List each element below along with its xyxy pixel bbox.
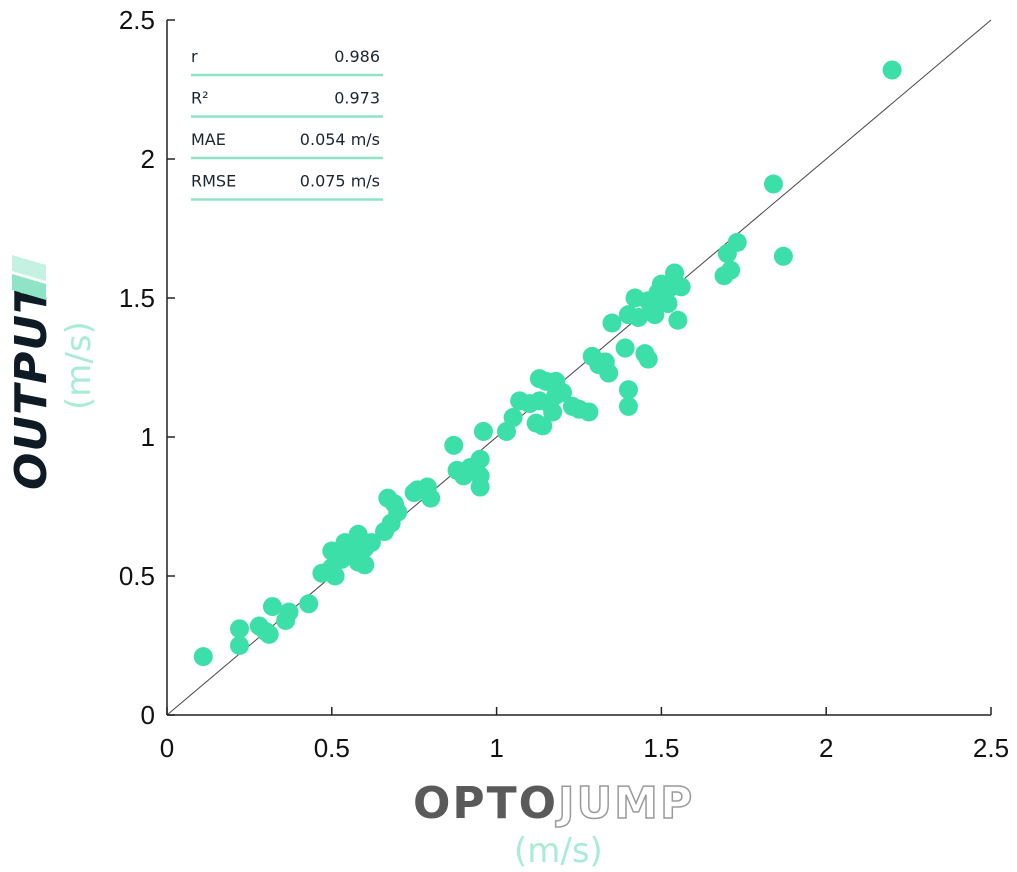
data-point: [658, 294, 678, 314]
y-tick-label: 1.5: [119, 283, 155, 313]
data-point: [618, 380, 638, 400]
stat-value: 0.973: [334, 89, 380, 108]
x-axis-ticks: 0 0.5 1 1.5 2 2.5: [160, 707, 1009, 763]
data-point: [230, 619, 250, 639]
stat-value: 0.986: [334, 47, 380, 66]
stat-label: RMSE: [191, 172, 236, 191]
stat-label: R²: [191, 89, 209, 108]
data-point: [503, 408, 523, 428]
data-point: [882, 60, 902, 80]
data-point: [773, 246, 793, 266]
data-point: [299, 594, 319, 614]
y-axis-brand-stripes-icon: [12, 255, 46, 300]
data-point: [361, 533, 381, 553]
data-point: [553, 383, 573, 403]
y-tick-label: 2: [141, 144, 155, 174]
data-point: [262, 597, 282, 617]
data-point: [668, 310, 688, 330]
y-axis-brand: OUTPUT: [6, 281, 57, 490]
data-point: [638, 349, 658, 369]
data-point: [543, 402, 563, 422]
data-point: [763, 174, 783, 194]
data-point: [259, 624, 279, 644]
data-point: [599, 363, 619, 383]
data-point: [444, 435, 464, 455]
data-point: [193, 647, 213, 667]
x-axis-brand-part2: JUMP: [555, 778, 694, 829]
stats-table: r 0.986 R² 0.973 MAE 0.054 m/s RMSE 0.075 m/s: [191, 47, 383, 201]
stat-label: MAE: [191, 130, 226, 149]
y-tick-label: 2.5: [119, 5, 155, 35]
y-axis-title: OUTPUT: [6, 255, 57, 490]
data-point: [645, 305, 665, 325]
x-axis-unit: (m/s): [514, 831, 603, 871]
x-tick-label: 2.5: [973, 733, 1009, 763]
data-point: [579, 402, 599, 422]
data-point: [721, 260, 741, 280]
x-tick-label: 2: [819, 733, 833, 763]
y-tick-label: 0.5: [119, 561, 155, 591]
data-point: [388, 502, 408, 522]
data-point: [473, 421, 493, 441]
x-tick-label: 1: [489, 733, 503, 763]
data-point: [533, 416, 553, 436]
y-tick-label: 0: [141, 700, 155, 730]
data-point: [279, 602, 299, 622]
x-axis-brand-part1: OPTO: [413, 778, 558, 829]
x-tick-label: 0.5: [314, 733, 350, 763]
data-point: [727, 232, 747, 252]
data-point: [470, 449, 490, 469]
data-point: [615, 338, 635, 358]
x-axis-brand: OPTOJUMP: [413, 778, 694, 829]
data-point: [671, 277, 691, 297]
stat-label: r: [191, 47, 198, 66]
y-tick-label: 1: [141, 422, 155, 452]
data-point: [470, 466, 490, 486]
data-point: [618, 396, 638, 416]
data-point: [325, 566, 345, 586]
data-point: [230, 636, 250, 655]
stat-value: 0.075 m/s: [300, 172, 380, 191]
data-point: [602, 313, 622, 333]
y-axis-unit: (m/s): [59, 321, 99, 410]
x-tick-label: 1.5: [643, 733, 679, 763]
data-points: [193, 60, 902, 667]
y-axis-ticks: 0 0.5 1 1.5 2 2.5: [119, 5, 175, 730]
data-point: [421, 488, 441, 508]
stat-value: 0.054 m/s: [300, 130, 380, 149]
data-point: [355, 555, 375, 575]
x-tick-label: 0: [160, 733, 174, 763]
